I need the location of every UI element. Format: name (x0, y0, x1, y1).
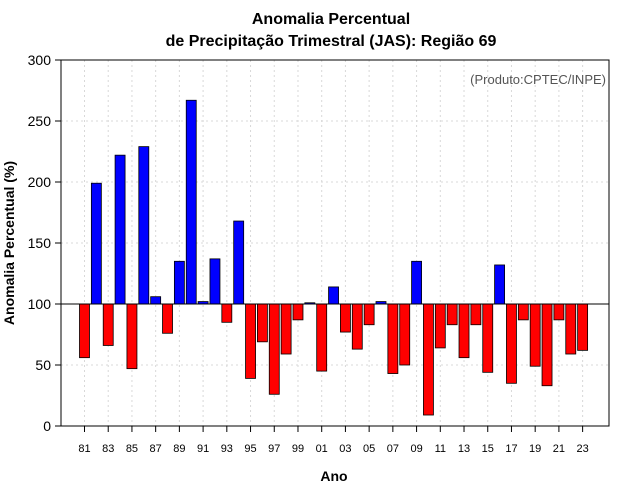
x-tick-label: 23 (576, 443, 588, 455)
x-tick-label: 05 (363, 443, 375, 455)
bar-13 (458, 303, 470, 359)
x-tick-label: 11 (435, 443, 446, 455)
x-tick-label: 17 (505, 443, 517, 455)
x-tick-label: 99 (292, 443, 304, 455)
bar-01 (316, 303, 328, 372)
y-tick-label: 300 (28, 52, 52, 68)
bar-99 (292, 303, 304, 321)
bar-23 (577, 303, 589, 351)
x-tick-label: 83 (102, 443, 114, 455)
bar-85 (126, 303, 138, 370)
x-tick-label: 91 (197, 443, 209, 455)
bar-86 (138, 146, 150, 305)
bar-09 (411, 260, 422, 305)
y-tick-label: 50 (35, 357, 51, 373)
x-tick-label: 89 (173, 443, 185, 455)
bar-94 (233, 220, 245, 305)
bar-96 (256, 303, 268, 343)
bar-93 (221, 303, 233, 323)
x-tick-label: 87 (150, 443, 162, 455)
y-tick-label: 150 (28, 235, 52, 251)
bar-14 (470, 303, 482, 326)
bar-11 (434, 303, 446, 349)
bar-16 (494, 264, 506, 305)
bar-95 (245, 303, 256, 379)
bar-04 (351, 303, 363, 350)
bar-12 (446, 303, 458, 326)
x-axis: 81 83 85 87 89 91 93 95 97 99 01 03 05 07 09 11 13 15 17 19… (78, 426, 589, 455)
x-tick-label: 07 (387, 443, 399, 455)
x-tick-label: 01 (316, 443, 328, 455)
chart-title-line2: de Precipitação Trimestral (JAS): Região… (166, 33, 497, 50)
chart-title-line1: Anomalia Percentual (252, 11, 410, 28)
bar-02 (328, 286, 339, 305)
bar-92 (209, 258, 221, 305)
x-tick-label: 13 (458, 443, 470, 455)
bar-22 (565, 303, 577, 355)
x-axis-title: Ano (320, 468, 347, 484)
bar-05 (363, 303, 375, 326)
y-axis: 0 50 100 150 200 250 300 (28, 52, 61, 434)
bars (79, 99, 589, 416)
y-axis-title: Anomalia Percentual (%) (1, 161, 17, 325)
bar-15 (482, 303, 494, 373)
bar-08 (399, 303, 411, 366)
x-tick-label: 97 (268, 443, 280, 455)
bar-18 (517, 303, 529, 321)
bar-81 (79, 303, 90, 359)
bar-98 (280, 303, 292, 355)
bar-21 (553, 303, 565, 321)
bar-90 (185, 99, 197, 305)
bar-82 (90, 182, 102, 305)
bar-87 (150, 296, 162, 305)
x-tick-label: 15 (482, 443, 494, 455)
bar-84 (114, 154, 126, 305)
x-tick-label: 03 (339, 443, 351, 455)
bar-20 (541, 303, 553, 387)
bar-19 (529, 303, 541, 367)
bar-88 (162, 303, 173, 334)
bar-97 (268, 303, 280, 395)
x-tick-label: 19 (529, 443, 541, 455)
plot-frame (60, 59, 610, 427)
x-tick-label: 93 (221, 443, 233, 455)
x-tick-label: 95 (244, 443, 256, 455)
bar-03 (340, 303, 351, 333)
bar-83 (102, 303, 114, 346)
y-tick-label: 100 (28, 296, 52, 312)
y-tick-label: 250 (28, 113, 52, 129)
x-tick-label: 81 (78, 443, 90, 455)
bar-17 (506, 303, 517, 384)
x-tick-label: 21 (553, 443, 565, 455)
x-tick-label: 85 (126, 443, 138, 455)
bar-89 (173, 260, 185, 305)
y-tick-label: 200 (28, 174, 52, 190)
bar-10 (423, 303, 434, 416)
y-tick-label: 0 (43, 418, 51, 434)
credit-text: (Produto:CPTEC/INPE) (470, 72, 606, 87)
x-tick-label: 09 (410, 443, 422, 455)
bar-07 (387, 303, 399, 374)
